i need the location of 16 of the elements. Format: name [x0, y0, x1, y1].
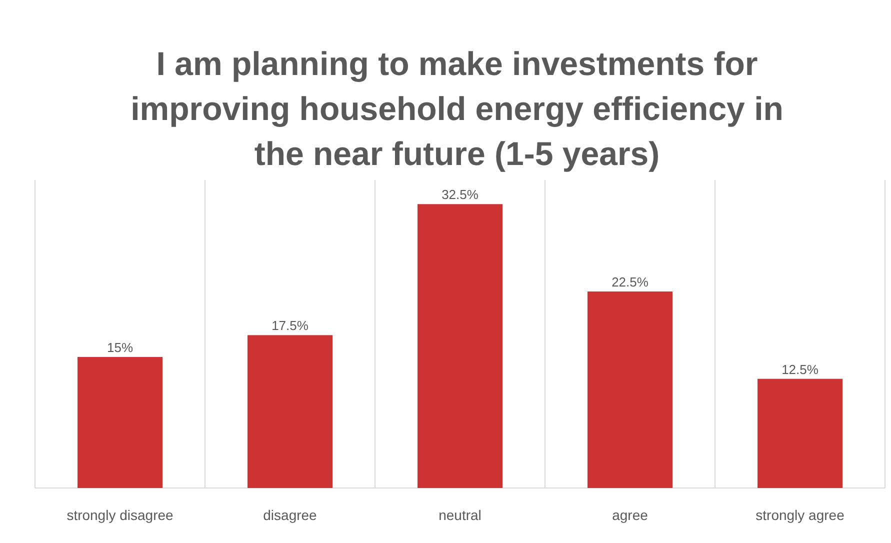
x-tick-label: neutral — [438, 507, 482, 523]
data-label: 15% — [106, 340, 134, 355]
x-tick-label: strongly disagree — [66, 507, 174, 523]
chart-title: I am planning to make investments for improving household energy efficiency in the near future (1-5 years) — [130, 45, 784, 172]
bar — [248, 335, 332, 488]
bar — [418, 204, 502, 488]
data-label: 22.5% — [612, 274, 649, 290]
bar — [78, 356, 162, 488]
data-label: 32.5% — [442, 187, 479, 202]
x-tick-label: agree — [612, 507, 648, 523]
bar — [758, 378, 842, 488]
x-tick-label: strongly agree — [756, 507, 845, 523]
x-tick-label: disagree — [263, 507, 318, 523]
bar — [588, 291, 672, 488]
data-label: 12.5% — [782, 362, 819, 377]
data-label: 17.5% — [272, 318, 309, 334]
